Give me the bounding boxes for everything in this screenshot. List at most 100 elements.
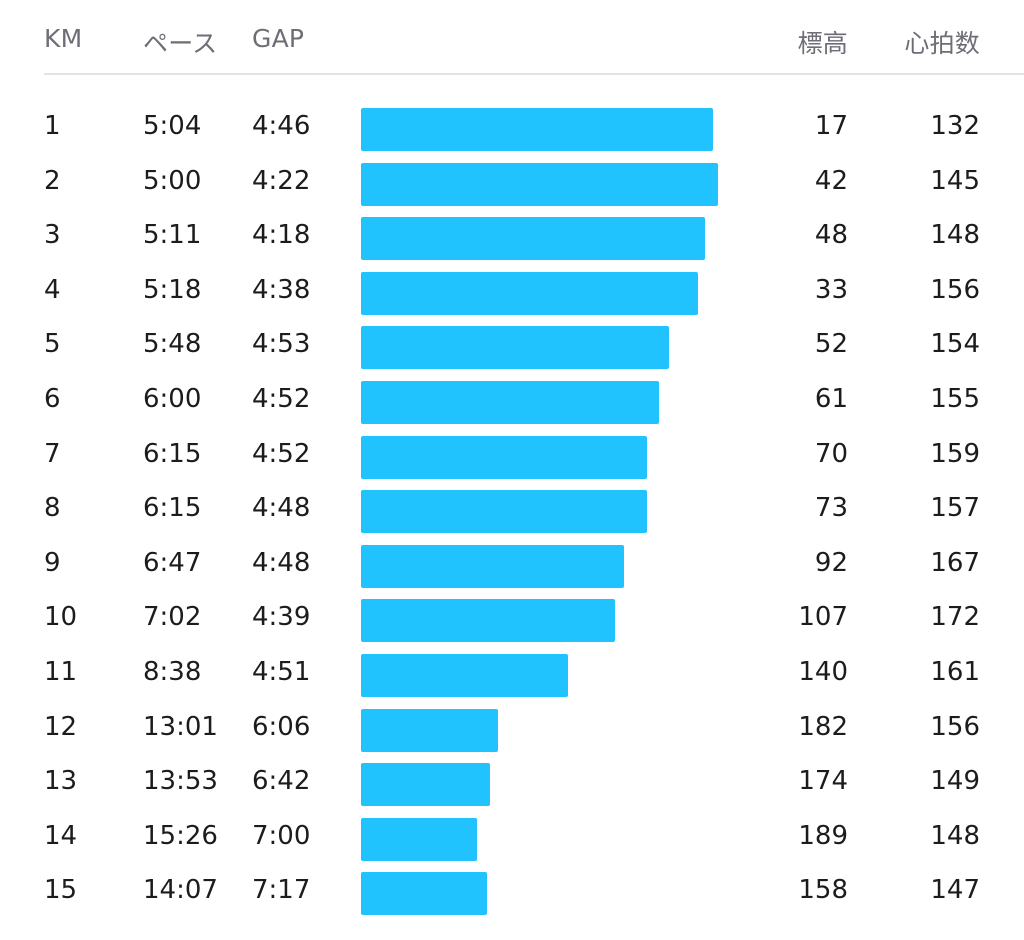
split-elevation-label: 33 bbox=[814, 274, 848, 305]
split-gap-label: 4:46 bbox=[252, 111, 311, 141]
split-elevation-label: 189 bbox=[798, 820, 848, 851]
split-gap-label: 4:48 bbox=[252, 547, 311, 578]
split-elevation-label: 52 bbox=[814, 329, 848, 360]
split-km-label: 14 bbox=[44, 820, 78, 851]
header-km: KM bbox=[44, 24, 83, 53]
split-pace-label: 6:15 bbox=[143, 493, 202, 524]
split-row: 15 14:07 7:17 158 147 bbox=[0, 866, 1024, 920]
split-gap-label: 7:00 bbox=[252, 820, 311, 851]
pace-bar bbox=[361, 271, 698, 315]
split-pace-label: 5:48 bbox=[143, 329, 202, 360]
pace-bar bbox=[361, 108, 713, 151]
split-heart-rate-label: 156 bbox=[930, 711, 980, 742]
split-row: 3 5:11 4:18 48 148 bbox=[0, 211, 1024, 265]
split-gap-label: 4:48 bbox=[252, 493, 311, 524]
pace-bar bbox=[361, 872, 487, 916]
split-gap-label: 4:22 bbox=[252, 165, 311, 196]
split-elevation-label: 158 bbox=[798, 875, 848, 906]
split-pace-label: 6:00 bbox=[143, 384, 202, 414]
split-gap-label: 4:39 bbox=[252, 602, 311, 633]
header-elevation: 標高 bbox=[797, 29, 848, 58]
split-km-label: 7 bbox=[44, 438, 61, 469]
split-heart-rate-label: 132 bbox=[930, 111, 980, 141]
split-pace-label: 5:18 bbox=[143, 274, 202, 305]
split-row: 11 8:38 4:51 140 161 bbox=[0, 648, 1024, 702]
split-row: 8 6:15 4:48 73 157 bbox=[0, 484, 1024, 538]
split-row: 6 6:00 4:52 61 155 bbox=[0, 375, 1024, 429]
split-pace-label: 7:02 bbox=[143, 602, 202, 633]
pace-bar bbox=[361, 654, 568, 697]
split-elevation-label: 61 bbox=[814, 384, 848, 414]
split-km-label: 15 bbox=[44, 875, 78, 906]
split-elevation-label: 42 bbox=[814, 165, 848, 196]
split-row: 14 15:26 7:00 189 148 bbox=[0, 812, 1024, 866]
pace-bar bbox=[361, 217, 705, 261]
split-row: 5 5:48 4:53 52 154 bbox=[0, 320, 1024, 374]
split-row: 2 5:00 4:22 42 145 bbox=[0, 157, 1024, 211]
split-elevation-label: 182 bbox=[798, 711, 848, 742]
split-km-label: 4 bbox=[44, 274, 61, 305]
split-heart-rate-label: 154 bbox=[930, 329, 980, 360]
split-km-label: 13 bbox=[44, 766, 78, 797]
pace-bar bbox=[361, 490, 647, 534]
split-heart-rate-label: 147 bbox=[930, 875, 980, 906]
split-heart-rate-label: 159 bbox=[930, 438, 980, 469]
split-heart-rate-label: 148 bbox=[930, 220, 980, 251]
split-elevation-label: 70 bbox=[814, 438, 848, 469]
split-heart-rate-label: 148 bbox=[930, 820, 980, 851]
split-pace-label: 6:15 bbox=[143, 438, 202, 469]
split-heart-rate-label: 167 bbox=[930, 547, 980, 578]
split-row: 1 5:04 4:46 17 132 bbox=[0, 102, 1024, 156]
split-km-label: 8 bbox=[44, 493, 61, 524]
split-km-label: 11 bbox=[44, 657, 78, 687]
split-pace-label: 15:26 bbox=[143, 820, 218, 851]
split-elevation-label: 92 bbox=[814, 547, 848, 578]
split-km-label: 5 bbox=[44, 329, 61, 360]
pace-bar bbox=[361, 435, 647, 479]
split-gap-label: 4:52 bbox=[252, 438, 311, 469]
pace-bar bbox=[361, 326, 669, 370]
split-pace-label: 13:53 bbox=[143, 766, 218, 797]
split-row: 4 5:18 4:38 33 156 bbox=[0, 266, 1024, 320]
split-pace-label: 5:11 bbox=[143, 220, 202, 251]
split-row: 12 13:01 6:06 182 156 bbox=[0, 703, 1024, 757]
split-km-label: 9 bbox=[44, 547, 61, 578]
split-km-label: 12 bbox=[44, 711, 78, 742]
split-km-label: 1 bbox=[44, 111, 61, 141]
split-pace-label: 5:04 bbox=[143, 111, 202, 141]
split-heart-rate-label: 161 bbox=[930, 657, 980, 687]
split-gap-label: 6:06 bbox=[252, 711, 311, 742]
split-elevation-label: 107 bbox=[798, 602, 848, 633]
split-km-label: 3 bbox=[44, 220, 61, 251]
split-heart-rate-label: 157 bbox=[930, 493, 980, 524]
splits-header: KM ペース GAP 標高 心拍数 bbox=[0, 0, 1024, 75]
header-gap: GAP bbox=[252, 24, 305, 53]
header-pace: ペース bbox=[143, 29, 218, 58]
split-pace-label: 6:47 bbox=[143, 547, 202, 578]
split-km-label: 2 bbox=[44, 165, 61, 196]
split-pace-label: 14:07 bbox=[143, 875, 218, 906]
split-gap-label: 4:51 bbox=[252, 657, 311, 687]
split-gap-label: 7:17 bbox=[252, 875, 311, 906]
pace-bar bbox=[361, 708, 498, 752]
split-heart-rate-label: 172 bbox=[930, 602, 980, 633]
split-row: 13 13:53 6:42 174 149 bbox=[0, 757, 1024, 811]
split-pace-label: 8:38 bbox=[143, 657, 202, 687]
split-heart-rate-label: 149 bbox=[930, 766, 980, 797]
split-heart-rate-label: 156 bbox=[930, 274, 980, 305]
split-gap-label: 4:18 bbox=[252, 220, 311, 251]
split-elevation-label: 140 bbox=[798, 657, 848, 687]
pace-bar bbox=[361, 599, 615, 643]
split-gap-label: 4:53 bbox=[252, 329, 311, 360]
pace-bar bbox=[361, 544, 624, 588]
split-heart-rate-label: 145 bbox=[930, 165, 980, 196]
split-elevation-label: 17 bbox=[814, 111, 848, 141]
split-elevation-label: 48 bbox=[814, 220, 848, 251]
header-heart-rate: 心拍数 bbox=[904, 29, 980, 58]
header-divider bbox=[44, 73, 1024, 75]
split-row: 10 7:02 4:39 107 172 bbox=[0, 593, 1024, 647]
split-gap-label: 6:42 bbox=[252, 766, 311, 797]
split-pace-label: 13:01 bbox=[143, 711, 218, 742]
split-km-label: 10 bbox=[44, 602, 78, 633]
split-elevation-label: 73 bbox=[814, 493, 848, 524]
